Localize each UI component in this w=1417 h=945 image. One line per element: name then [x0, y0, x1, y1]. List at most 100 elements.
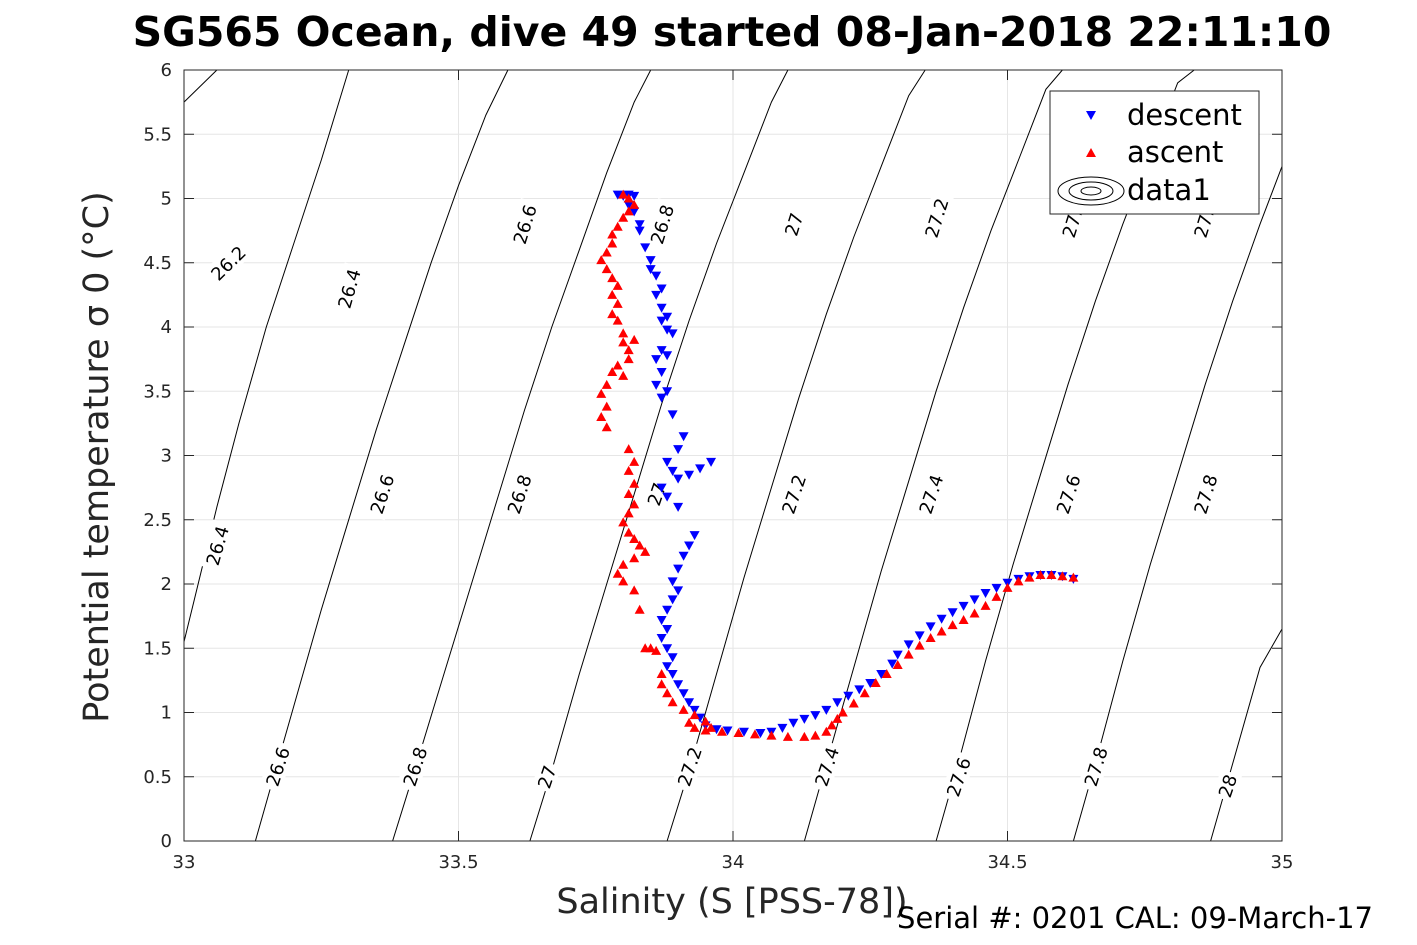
- descent-point: [634, 226, 645, 236]
- ascent-point: [1002, 582, 1013, 592]
- descent-point: [656, 483, 667, 493]
- ascent-point: [618, 517, 629, 527]
- contour-label-bg: [259, 740, 296, 793]
- ascent-point: [651, 645, 662, 655]
- ascent-point: [645, 643, 656, 653]
- descent-point: [662, 624, 673, 634]
- y-tick-label: 4.5: [143, 253, 172, 274]
- descent-point: [673, 564, 684, 574]
- ascent-point: [914, 640, 925, 650]
- ascent-point: [618, 370, 629, 380]
- descent-point: [662, 325, 673, 335]
- ascent-point: [629, 553, 640, 563]
- y-tick-label: 3: [161, 446, 172, 467]
- contour-label-bg: [778, 207, 809, 241]
- descent-point: [662, 351, 673, 361]
- isopycnal-line: [1072, 166, 1283, 842]
- descent-point: [662, 387, 673, 397]
- legend-ascent-marker: [1086, 148, 1096, 157]
- legend-ascent-label: ascent: [1127, 135, 1223, 169]
- ascent-point: [958, 614, 969, 624]
- ascent-point: [612, 360, 623, 370]
- legend-contour-icon: [1057, 176, 1125, 206]
- ascent-point: [947, 620, 958, 630]
- ascent-point: [612, 568, 623, 578]
- ascent-point: [596, 388, 607, 398]
- ascent-point: [799, 731, 810, 741]
- descent-point: [799, 714, 810, 724]
- ascent-point: [980, 600, 991, 610]
- descent-point: [673, 502, 684, 512]
- ascent-point: [612, 298, 623, 308]
- descent-point: [788, 718, 799, 728]
- descent-point: [645, 265, 656, 275]
- descent-point: [936, 614, 947, 624]
- descent-point: [684, 698, 695, 708]
- ascent-point: [640, 546, 651, 556]
- y-tick-label: 3.5: [143, 381, 172, 402]
- ascent-point: [607, 229, 618, 239]
- descent-point: [651, 355, 662, 365]
- descent-point: [755, 729, 766, 739]
- ascent-point: [925, 632, 936, 642]
- descent-point: [667, 410, 678, 420]
- ascent-point: [618, 212, 629, 222]
- x-tick-label: 33.5: [438, 852, 478, 873]
- contour-label-bg: [918, 191, 954, 244]
- descent-point: [656, 367, 667, 377]
- legend: descent ascent data1: [1049, 90, 1260, 215]
- descent-point: [991, 583, 1002, 593]
- ascent-point: [629, 478, 640, 488]
- ascent-point: [601, 422, 612, 432]
- legend-descent-marker: [1086, 111, 1096, 120]
- contour-label-bg: [940, 750, 977, 804]
- ascent-point: [810, 730, 821, 740]
- contour-label-bg: [775, 467, 812, 521]
- ascent-point: [623, 465, 634, 475]
- ascent-point: [607, 238, 618, 248]
- ascent-point: [607, 273, 618, 283]
- y-tick-label: 5.5: [143, 124, 172, 145]
- descent-point: [689, 531, 700, 541]
- y-tick-label: 0.5: [143, 767, 172, 788]
- contour-label-bg: [396, 740, 433, 793]
- ascent-point: [991, 591, 1002, 601]
- descent-point: [865, 678, 876, 688]
- descent-point: [667, 669, 678, 679]
- ascent-point: [969, 608, 980, 618]
- ascent-point: [618, 559, 629, 569]
- descent-point: [656, 303, 667, 313]
- ascent-point: [618, 328, 629, 338]
- descent-point: [662, 492, 673, 502]
- ascent-point: [612, 315, 623, 325]
- descent-point: [667, 577, 678, 587]
- descent-point: [634, 220, 645, 230]
- descent-point: [969, 595, 980, 605]
- ascent-point: [733, 728, 744, 738]
- isopycnal-line: [1210, 628, 1283, 842]
- ascent-point: [618, 576, 629, 586]
- descent-point: [662, 312, 673, 322]
- contour-label-bg: [1187, 467, 1223, 521]
- ascent-point: [623, 354, 634, 364]
- contour-label-bg: [331, 262, 366, 315]
- descent-point: [651, 380, 662, 390]
- descent-point: [656, 393, 667, 403]
- descent-point: [678, 432, 689, 442]
- descent-point: [645, 256, 656, 266]
- ascent-point: [700, 725, 711, 735]
- ascent-point: [700, 716, 711, 726]
- ascent-point: [601, 401, 612, 411]
- descent-point: [832, 698, 843, 708]
- descent-point: [678, 689, 689, 699]
- x-axis-label: Salinity (S [PSS-78]): [556, 882, 907, 922]
- ascent-point: [826, 720, 837, 730]
- y-tick-label: 6: [161, 60, 172, 81]
- y-tick-label: 0: [161, 831, 172, 852]
- descent-point: [821, 705, 832, 715]
- ascent-point: [601, 247, 612, 257]
- descent-point: [656, 615, 667, 625]
- isopycnal-line: [183, 69, 218, 103]
- ascent-point: [623, 489, 634, 499]
- descent-point: [684, 470, 695, 480]
